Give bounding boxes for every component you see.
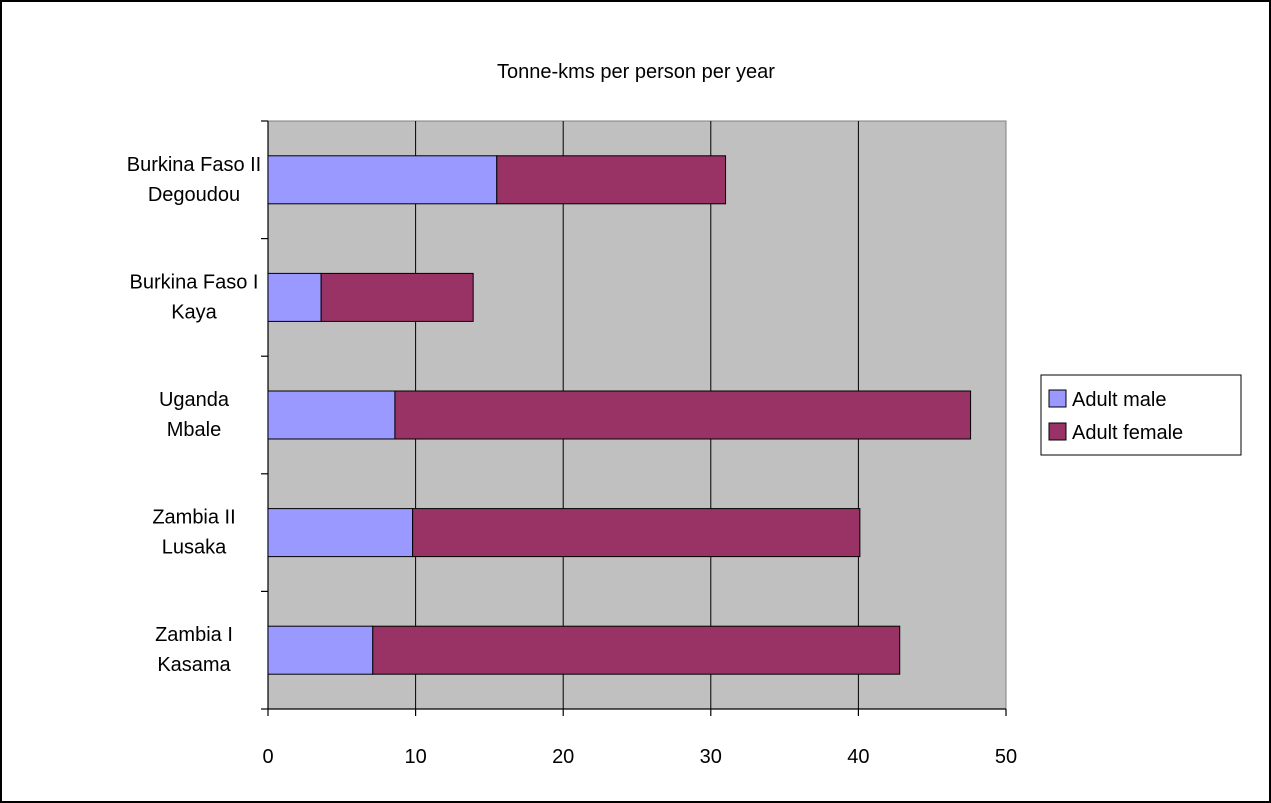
legend-swatch-1 xyxy=(1048,422,1067,441)
bar-0-0 xyxy=(267,155,498,205)
x-tick-label-5: 50 xyxy=(995,746,1017,768)
category-label-line1-3: Zambia II xyxy=(152,507,235,529)
category-label-line1-0: Burkina Faso II xyxy=(127,154,262,176)
category-label-line1-4: Zambia I xyxy=(155,624,233,646)
bar-0-2 xyxy=(267,390,396,440)
category-label-line1-1: Burkina Faso I xyxy=(130,271,259,293)
x-tick-label-1: 10 xyxy=(404,746,426,768)
legend: Adult male Adult female xyxy=(1040,374,1242,456)
chart-title: Tonne-kms per person per year xyxy=(497,61,775,83)
category-label-1: Burkina Faso I Kaya xyxy=(130,271,259,323)
x-tick-label-2: 20 xyxy=(552,746,574,768)
bar-1-2 xyxy=(394,390,972,440)
legend-label-0: Adult male xyxy=(1072,389,1167,411)
legend-box xyxy=(1040,374,1242,456)
x-tick-label-4: 40 xyxy=(847,746,869,768)
category-label-line2-0: Degoudou xyxy=(148,184,240,206)
bar-0-1 xyxy=(267,272,322,322)
bar-1-3 xyxy=(412,508,861,558)
legend-label-1: Adult female xyxy=(1072,422,1183,444)
category-label-line2-1: Kaya xyxy=(171,301,217,323)
category-label-2: Uganda Mbale xyxy=(159,389,230,441)
category-label-line2-3: Lusaka xyxy=(162,537,227,559)
category-label-4: Zambia I Kasama xyxy=(155,624,233,676)
x-tick-label-0: 0 xyxy=(262,746,273,768)
category-label-line2-4: Kasama xyxy=(157,654,231,676)
category-label-line1-2: Uganda xyxy=(159,389,230,411)
bar-0-3 xyxy=(267,508,414,558)
category-label-0: Burkina Faso II Degoudou xyxy=(127,154,262,206)
bar-1-4 xyxy=(372,625,901,675)
bar-1-0 xyxy=(496,155,727,205)
category-label-3: Zambia II Lusaka xyxy=(152,507,235,559)
x-tick-label-3: 30 xyxy=(700,746,722,768)
category-label-line2-2: Mbale xyxy=(167,419,221,441)
bar-0-4 xyxy=(267,625,374,675)
legend-swatch-0 xyxy=(1048,389,1067,408)
bar-1-1 xyxy=(320,272,474,322)
